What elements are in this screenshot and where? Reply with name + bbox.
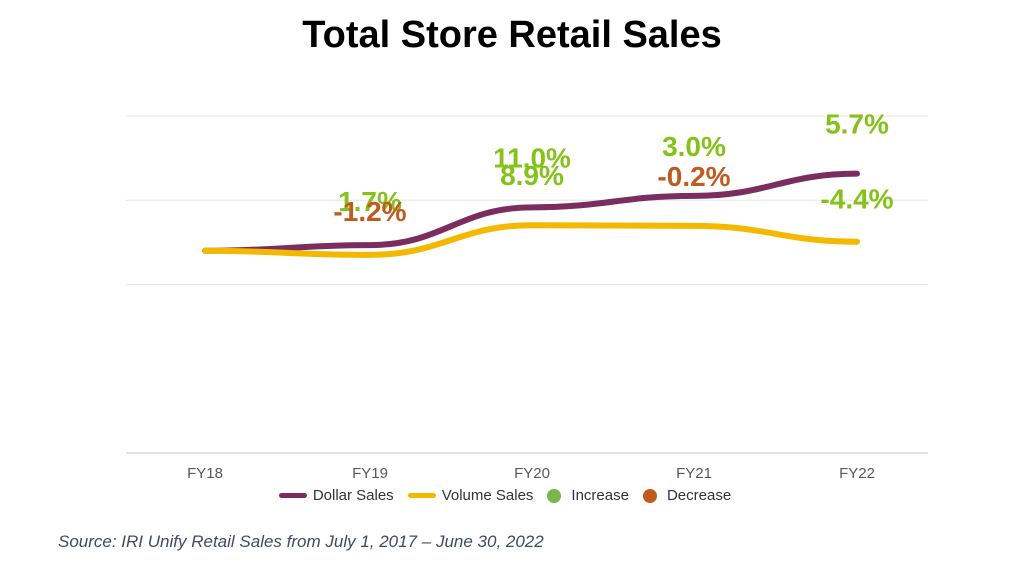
series-line-dollar-sales	[202, 170, 860, 254]
legend-label-increase: Increase	[571, 487, 629, 504]
x-tick-label-fy19: FY19	[352, 465, 388, 482]
legend-item-volume-sales: Volume Sales	[407, 487, 534, 504]
legend-item-decrease: Decrease	[642, 487, 732, 504]
x-tick-label-fy21: FY21	[676, 465, 712, 482]
data-label-volume-sales-fy21: -0.2%	[657, 161, 730, 192]
legend-label-dollar-sales: Dollar Sales	[312, 487, 394, 504]
legend-swatch-decrease	[642, 488, 657, 503]
data-label-volume-sales-fy20: 8.9%	[500, 160, 564, 191]
x-tick-label-fy20: FY20	[514, 465, 550, 482]
data-label-dollar-sales-fy22: 5.7%	[825, 109, 889, 140]
x-tick-label-fy18: FY18	[187, 465, 223, 482]
legend-swatch-dollar-sales	[278, 493, 307, 498]
series-line-volume-sales	[202, 222, 860, 258]
data-label-dollar-sales-fy19: 1.7%	[338, 186, 402, 217]
legend-item-increase: Increase	[547, 487, 629, 504]
data-label-dollar-sales-fy20: 11.0%	[493, 142, 571, 173]
data-label-volume-sales-fy19: -1.2%	[333, 196, 406, 227]
data-label-dollar-sales-fy21: 3.0%	[662, 131, 726, 162]
x-tick-label-fy22: FY22	[839, 465, 875, 482]
legend-label-decrease: Decrease	[666, 487, 732, 504]
legend-swatch-volume-sales	[407, 493, 436, 498]
legend-item-dollar-sales: Dollar Sales	[278, 487, 394, 504]
legend-label-volume-sales: Volume Sales	[441, 487, 534, 504]
chart-title: Total Store Retail Sales	[302, 14, 722, 56]
data-label-volume-sales-fy22: -4.4%	[820, 184, 893, 215]
legend-swatch-increase	[547, 488, 562, 503]
chart-legend: Dollar Sales Volume Sales Increase Decre…	[0, 487, 1024, 504]
source-note: Source: IRI Unify Retail Sales from July…	[58, 532, 544, 551]
